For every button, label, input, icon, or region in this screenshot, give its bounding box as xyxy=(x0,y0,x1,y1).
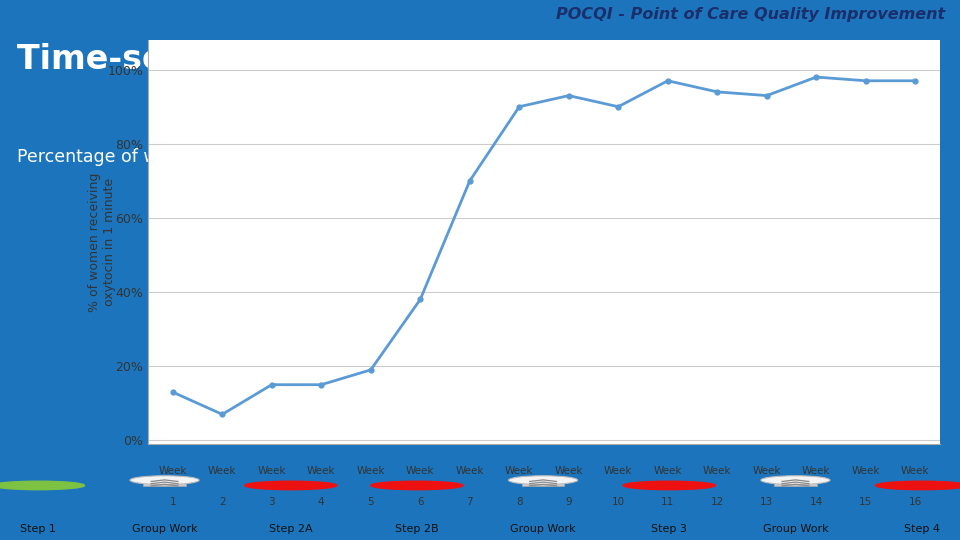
Ellipse shape xyxy=(130,476,199,484)
Text: 15: 15 xyxy=(859,496,873,507)
Text: Step 1: Step 1 xyxy=(20,524,57,535)
Text: 2: 2 xyxy=(219,496,226,507)
Text: 14: 14 xyxy=(809,496,823,507)
Text: Week: Week xyxy=(604,466,633,476)
Text: Step 2B: Step 2B xyxy=(396,524,439,535)
Text: Week: Week xyxy=(356,466,385,476)
FancyBboxPatch shape xyxy=(143,480,185,487)
Circle shape xyxy=(623,481,715,490)
Text: Week: Week xyxy=(307,466,335,476)
Circle shape xyxy=(371,481,463,490)
Text: Week: Week xyxy=(802,466,830,476)
Text: 13: 13 xyxy=(760,496,774,507)
Text: Week: Week xyxy=(703,466,732,476)
Circle shape xyxy=(245,481,337,490)
Text: Week: Week xyxy=(406,466,435,476)
Text: 9: 9 xyxy=(565,496,572,507)
Text: Week: Week xyxy=(852,466,880,476)
Text: 4: 4 xyxy=(318,496,324,507)
Text: Week: Week xyxy=(753,466,781,476)
Text: 11: 11 xyxy=(661,496,674,507)
Text: Week: Week xyxy=(654,466,682,476)
Text: Week: Week xyxy=(158,466,187,476)
FancyBboxPatch shape xyxy=(775,480,817,487)
Circle shape xyxy=(0,481,84,490)
Text: 1: 1 xyxy=(169,496,176,507)
Text: 6: 6 xyxy=(417,496,423,507)
Text: 5: 5 xyxy=(368,496,374,507)
Text: POCQI - Point of Care Quality Improvement: POCQI - Point of Care Quality Improvemen… xyxy=(557,8,946,23)
Text: Group Work: Group Work xyxy=(132,524,198,535)
Text: 8: 8 xyxy=(516,496,522,507)
Text: 3: 3 xyxy=(269,496,276,507)
Text: 12: 12 xyxy=(710,496,724,507)
Text: Percentage of women receiving uterotonic within one minute: Percentage of women receiving uterotonic… xyxy=(17,148,552,166)
Y-axis label: % of women receiving
oxytocin in 1 minute: % of women receiving oxytocin in 1 minut… xyxy=(87,172,116,312)
Text: Week: Week xyxy=(257,466,286,476)
Text: Week: Week xyxy=(555,466,583,476)
Text: Step 4: Step 4 xyxy=(903,524,940,535)
Text: 7: 7 xyxy=(467,496,473,507)
Ellipse shape xyxy=(509,476,578,484)
Text: Step 3: Step 3 xyxy=(651,524,687,535)
Text: Group Work: Group Work xyxy=(762,524,828,535)
Text: Week: Week xyxy=(505,466,534,476)
Text: 16: 16 xyxy=(908,496,922,507)
Text: 10: 10 xyxy=(612,496,625,507)
Text: Step 2A: Step 2A xyxy=(269,524,313,535)
Text: Time-series chart:: Time-series chart: xyxy=(17,43,358,76)
FancyBboxPatch shape xyxy=(522,480,564,487)
Text: Week: Week xyxy=(455,466,484,476)
Text: Group Work: Group Work xyxy=(511,524,576,535)
Circle shape xyxy=(876,481,960,490)
Text: Week: Week xyxy=(208,466,236,476)
Text: Week: Week xyxy=(901,466,929,476)
Ellipse shape xyxy=(761,476,830,484)
